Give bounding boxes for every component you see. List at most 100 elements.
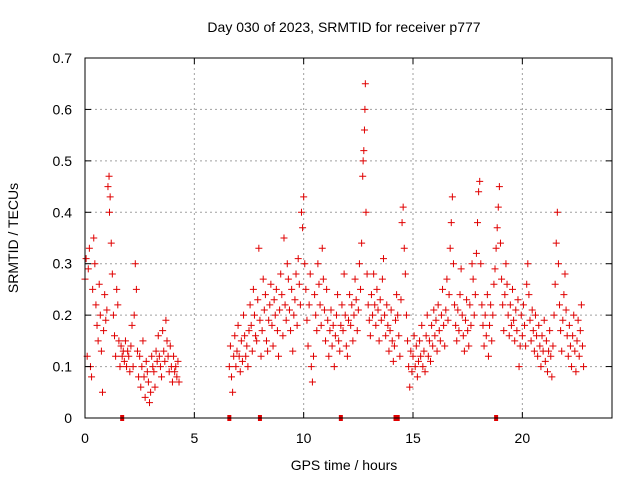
data-point [318, 244, 326, 252]
y-tick-label: 0.1 [53, 359, 73, 375]
data-point [545, 347, 553, 355]
data-point [312, 311, 320, 319]
data-point [93, 321, 101, 329]
data-point [459, 332, 467, 340]
data-point [526, 316, 534, 324]
data-point [158, 373, 166, 381]
data-point [453, 337, 461, 345]
data-point [513, 327, 521, 335]
data-point [505, 332, 513, 340]
data-point [569, 332, 577, 340]
data-point [89, 285, 97, 293]
data-point [90, 234, 98, 242]
data-point [504, 311, 512, 319]
data-point [571, 347, 579, 355]
data-point [456, 291, 464, 299]
data-point [568, 363, 576, 371]
y-tick-label: 0.4 [53, 204, 73, 220]
data-point [161, 357, 169, 365]
data-point [105, 208, 113, 216]
data-point [294, 255, 302, 263]
data-point [388, 337, 396, 345]
data-point [514, 296, 522, 304]
data-point [352, 296, 360, 304]
data-point [437, 311, 445, 319]
y-tick-label: 0 [64, 410, 72, 426]
data-point [114, 301, 122, 309]
data-point [144, 378, 152, 386]
data-point [488, 337, 496, 345]
data-point [455, 327, 463, 335]
data-point [345, 316, 352, 324]
data-point [172, 363, 180, 371]
data-point [271, 311, 279, 319]
data-point [382, 332, 390, 340]
data-point [432, 316, 440, 324]
data-point [565, 321, 573, 329]
data-point [311, 291, 319, 299]
y-tick-label: 0.3 [53, 256, 73, 272]
data-point [329, 321, 337, 329]
data-point [419, 363, 427, 371]
data-point [481, 311, 489, 319]
data-point [126, 368, 134, 376]
data-point [445, 291, 453, 299]
data-point [320, 306, 328, 314]
data-point [474, 219, 482, 227]
data-point [353, 327, 361, 335]
data-point [92, 301, 100, 309]
data-point [94, 337, 102, 345]
data-point [269, 342, 277, 350]
data-point [332, 311, 340, 319]
data-point [241, 332, 249, 340]
data-point [261, 291, 269, 299]
data-point [328, 342, 336, 350]
data-point [486, 321, 494, 329]
data-point [538, 332, 546, 340]
data-point [171, 368, 179, 376]
data-point [430, 306, 438, 314]
data-point [297, 208, 305, 216]
data-point [469, 275, 477, 283]
data-point [510, 316, 518, 324]
data-point [421, 368, 429, 376]
data-point [528, 306, 536, 314]
data-point [340, 270, 348, 278]
data-point [133, 347, 141, 355]
data-point [154, 332, 162, 340]
grid [85, 58, 612, 418]
data-point [289, 347, 297, 355]
data-point [225, 363, 233, 371]
data-point [236, 368, 244, 376]
data-point [398, 219, 406, 227]
data-point [148, 352, 156, 360]
data-point [235, 352, 243, 360]
data-point [395, 332, 403, 340]
data-point [249, 285, 257, 293]
data-point [360, 147, 368, 155]
data-point [422, 332, 430, 340]
data-point [361, 80, 369, 88]
data-point [365, 316, 373, 324]
data-point [377, 316, 385, 324]
data-point [458, 311, 466, 319]
data-point [279, 332, 287, 340]
data-point [105, 172, 113, 180]
data-point [413, 373, 421, 381]
data-point [389, 357, 397, 365]
data-point [247, 321, 255, 329]
data-point [98, 388, 106, 396]
data-point [231, 332, 239, 340]
data-point [232, 363, 240, 371]
data-point [137, 383, 145, 391]
data-point [503, 280, 511, 288]
data-point [259, 275, 267, 283]
x-axis: 0 5 10 15 20 [81, 58, 530, 446]
data-point [234, 321, 242, 329]
data-point [427, 357, 435, 365]
data-point [580, 363, 588, 371]
data-point [543, 368, 551, 376]
data-point [578, 342, 586, 350]
data-point [95, 280, 103, 288]
data-point [561, 270, 569, 278]
